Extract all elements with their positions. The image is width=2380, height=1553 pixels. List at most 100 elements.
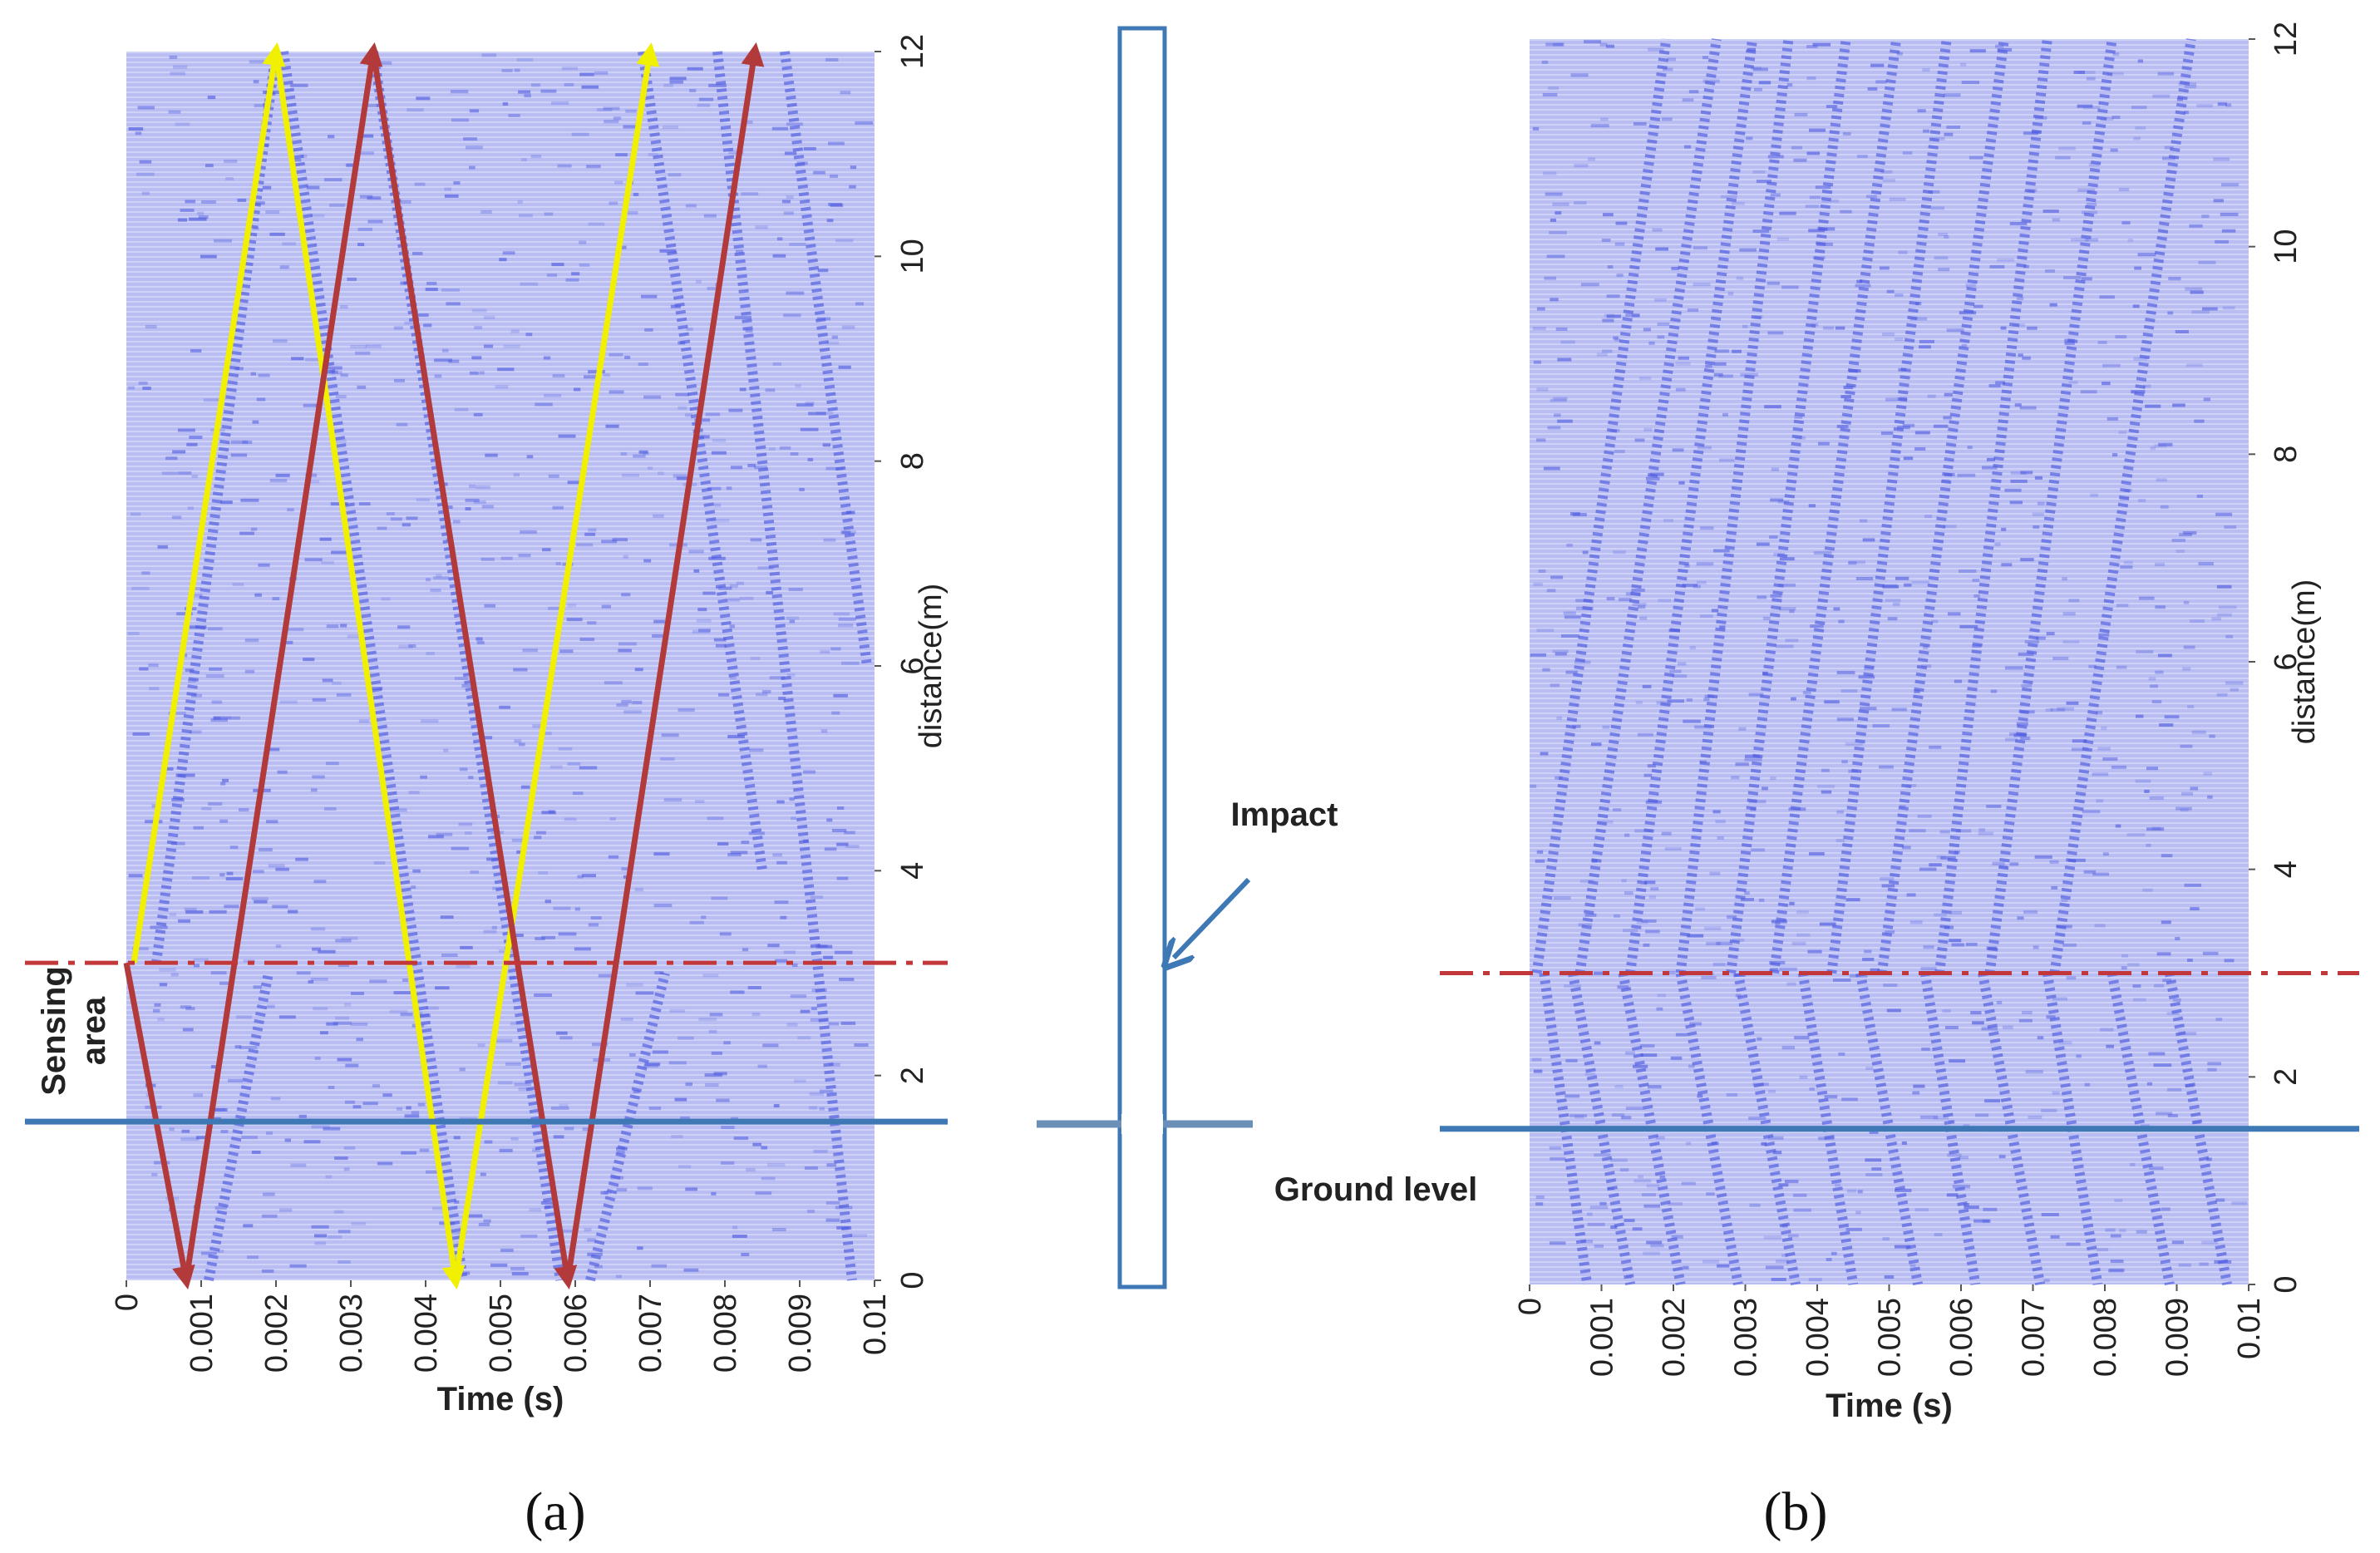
noise-dash (1706, 941, 1721, 945)
heatmap-stripe (1530, 1117, 2249, 1118)
heatmap-stripe (1530, 388, 2249, 390)
noise-dash (404, 321, 419, 325)
noise-dash (816, 944, 833, 949)
wave-trace (151, 51, 281, 964)
noise-dash (194, 594, 203, 598)
noise-dash (1809, 852, 1825, 855)
noise-dash (696, 279, 702, 283)
noise-dash (1704, 926, 1722, 930)
noise-dash (436, 832, 453, 836)
heatmap-stripe (126, 141, 875, 143)
noise-dash (1610, 1225, 1618, 1230)
noise-dash (520, 282, 539, 286)
noise-dash (1934, 913, 1947, 917)
noise-dash (1757, 595, 1767, 599)
noise-dash (813, 1149, 828, 1153)
heatmap-stripe (1530, 1092, 2249, 1093)
noise-dash (1970, 1011, 1982, 1015)
heatmap-stripe (126, 505, 875, 507)
noise-dash (203, 398, 220, 402)
noise-dash (310, 214, 325, 218)
noise-dash (621, 867, 633, 871)
heatmap-stripe (126, 416, 875, 417)
noise-dash (531, 83, 541, 87)
panel-b-heatmap (1530, 39, 2249, 1284)
noise-dash (453, 1136, 461, 1140)
noise-dash (312, 775, 325, 779)
noise-dash (1564, 1094, 1580, 1098)
noise-dash (1933, 1116, 1949, 1120)
noise-dash (2153, 1063, 2172, 1067)
noise-dash (340, 305, 348, 309)
noise-dash (334, 1156, 348, 1161)
noise-dash (485, 453, 498, 457)
heatmap-stripe (126, 530, 875, 532)
noise-dash (2043, 1279, 2050, 1283)
noise-dash (1949, 939, 1962, 943)
noise-dash (2110, 148, 2118, 152)
noise-dash (1550, 218, 1556, 222)
heatmap-stripe (1530, 353, 2249, 355)
heatmap-stripe (126, 645, 875, 647)
heatmap-stripe (126, 1234, 875, 1235)
noise-dash (750, 538, 762, 542)
heatmap-stripe (126, 121, 875, 123)
noise-dash (1906, 893, 1916, 897)
noise-dash (1748, 693, 1764, 697)
noise-dash (739, 596, 754, 600)
noise-dash (1594, 1041, 1601, 1045)
heatmap-stripe (1530, 618, 2249, 619)
y-tick-label: 4 (2269, 860, 2304, 878)
heatmap-stripe (126, 730, 875, 732)
noise-dash (800, 427, 819, 431)
noise-dash (1603, 213, 1614, 217)
x-tick-label: 0.01 (858, 1294, 893, 1355)
heatmap-stripe (1530, 877, 2249, 879)
noise-dash (1771, 919, 1787, 924)
noise-dash (767, 1163, 786, 1167)
noise-dash (741, 192, 759, 196)
wave-trace (2049, 38, 2196, 974)
heatmap-stripe (126, 885, 875, 886)
noise-dash (332, 439, 347, 443)
noise-dash (484, 604, 496, 608)
noise-dash (138, 381, 148, 385)
noise-dash (761, 1176, 776, 1181)
noise-dash (532, 724, 542, 728)
noise-dash (552, 505, 564, 510)
noise-dash (638, 362, 648, 367)
heatmap-stripe (1530, 259, 2249, 260)
noise-dash (2156, 952, 2171, 956)
noise-dash (335, 939, 352, 943)
noise-dash (2183, 600, 2190, 604)
noise-dash (191, 693, 202, 698)
heatmap-stripe (1530, 333, 2249, 335)
noise-dash (1799, 1075, 1808, 1079)
noise-dash (314, 1241, 326, 1245)
noise-dash (142, 387, 151, 390)
noise-dash (127, 632, 140, 635)
noise-dash (251, 1151, 261, 1154)
noise-dash (1988, 383, 2001, 387)
noise-dash (323, 1127, 341, 1131)
noise-dash (2143, 384, 2151, 388)
noise-dash (1779, 557, 1795, 561)
heatmap-stripe (1530, 573, 2249, 574)
heatmap-stripe (1530, 328, 2249, 330)
noise-dash (1770, 776, 1776, 781)
noise-dash (1809, 1087, 1815, 1091)
noise-dash (2160, 505, 2169, 509)
noise-dash (1619, 598, 1632, 602)
heatmap-stripe (1530, 827, 2249, 829)
noise-dash (131, 586, 150, 590)
noise-dash (2025, 1070, 2043, 1074)
heatmap-stripe (126, 491, 875, 492)
heatmap-stripe (1530, 737, 2249, 739)
heatmap-stripe (126, 545, 875, 547)
noise-dash (398, 644, 413, 648)
noise-dash (613, 116, 622, 121)
noise-dash (643, 559, 652, 563)
noise-dash (2051, 885, 2057, 890)
noise-dash (213, 716, 221, 720)
noise-dash (1536, 850, 1544, 854)
